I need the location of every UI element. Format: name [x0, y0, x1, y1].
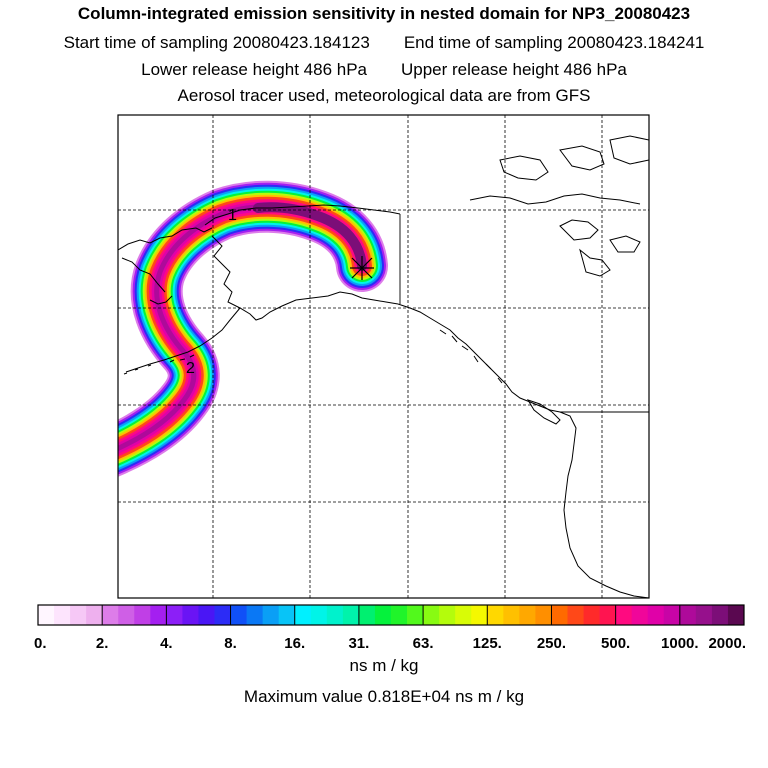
colorbar-cell: [374, 605, 392, 625]
colorbar-cell: [166, 605, 183, 625]
colorbar-cell: [695, 605, 713, 625]
colorbar-cell: [599, 605, 617, 625]
release-heights: Lower release height 486 hPa Upper releas…: [0, 60, 768, 80]
colorbar-cell: [583, 605, 600, 625]
colorbar-units: ns m / kg: [349, 656, 419, 675]
lat-lon-grid: [118, 115, 649, 598]
colorbar-cell: [535, 605, 552, 625]
colorbar-cell: [407, 605, 424, 625]
colorbar-cell: [503, 605, 520, 625]
colorbar-tick-labels: 0. 2. 4. 8. 16. 31. 63. 125. 250. 500. 1000. 2000.: [34, 635, 746, 652]
colorbar-cell: [38, 605, 55, 625]
colorbar-cell: [391, 605, 408, 625]
colorbar-cell: [711, 605, 729, 625]
coastlines: [118, 135, 649, 598]
colorbar-cell: [358, 605, 376, 625]
colorbar-tick-label: 125.: [473, 635, 502, 652]
emission-sensitivity-plume: [118, 180, 388, 477]
colorbar-cell: [198, 605, 215, 625]
map-frame: [117, 114, 650, 599]
colorbar-cell: [439, 605, 456, 625]
colorbar-cell: [326, 605, 344, 625]
upper-release-label: Upper release height 486 hPa: [401, 60, 627, 79]
colorbar-cell: [727, 605, 745, 625]
colorbar-cell: [182, 605, 199, 625]
start-time-label: Start time of sampling 20080423.184123: [63, 33, 370, 52]
colorbar-cell: [54, 605, 71, 625]
colorbar-cell: [262, 605, 280, 625]
colorbar-tick-label: 0.: [34, 635, 47, 652]
colorbar-tick-label: 1000.: [661, 635, 699, 652]
colorbar-frame: [37, 604, 745, 626]
colorbar-cell: [567, 605, 584, 625]
colorbar-tick-label: 500.: [601, 635, 630, 652]
colorbar-cell: [551, 605, 568, 625]
colorbar: 0. 2. 4. 8. 16. 31. 63. 125. 250. 500. 1000. 2000.: [34, 604, 746, 652]
cluster-marker-1: 1: [228, 207, 237, 224]
colorbar-cell: [70, 605, 87, 625]
colorbar-cell: [663, 605, 681, 625]
colorbar-cell: [647, 605, 665, 625]
colorbar-cell: [631, 605, 649, 625]
colorbar-cell: [455, 605, 472, 625]
colorbar-cell: [134, 605, 151, 625]
colorbar-cell: [471, 605, 488, 625]
map-panel: 1 2: [117, 114, 650, 599]
colorbar-tick-separators: [101, 605, 681, 625]
colorbar-tick-label: 63.: [413, 635, 434, 652]
colorbar-cell: [214, 605, 231, 625]
colorbar-tick-label: 31.: [348, 635, 369, 652]
colorbar-tick-label: 8.: [224, 635, 237, 652]
colorbar-cell: [487, 605, 504, 625]
colorbar-cell: [294, 605, 312, 625]
colorbar-cell: [615, 605, 633, 625]
sampling-times: Start time of sampling 20080423.184123 En…: [0, 33, 768, 53]
political-borders: [399, 214, 649, 413]
colorbar-cell: [230, 605, 247, 625]
colorbar-tick-label: 2.: [96, 635, 109, 652]
colorbar-cell: [86, 605, 103, 625]
tracer-info: Aerosol tracer used, meteorological data…: [177, 86, 591, 105]
colorbar-tick-label: 2000.: [708, 635, 746, 652]
end-time-label: End time of sampling 20080423.184241: [403, 33, 705, 52]
colorbar-cells: [38, 605, 745, 625]
colorbar-cell: [310, 605, 328, 625]
colorbar-tick-label: 4.: [160, 635, 173, 652]
colorbar-cell: [118, 605, 135, 625]
colorbar-cell: [342, 605, 360, 625]
lower-release-label: Lower release height 486 hPa: [141, 60, 367, 79]
colorbar-cell: [150, 605, 167, 625]
release-location-star-icon: [350, 256, 374, 280]
maximum-value-label: Maximum value 0.818E+04 ns m / kg: [243, 687, 525, 706]
colorbar-cell: [679, 605, 697, 625]
colorbar-cell: [102, 605, 119, 625]
plot-title: Column-integrated emission sensitivity i…: [77, 4, 691, 23]
colorbar-cell: [246, 605, 264, 625]
colorbar-cell: [423, 605, 440, 625]
colorbar-tick-label: 16.: [284, 635, 305, 652]
cluster-marker-2: 2: [186, 360, 195, 377]
colorbar-cell: [519, 605, 536, 625]
colorbar-tick-label: 250.: [537, 635, 566, 652]
colorbar-cell: [278, 605, 296, 625]
